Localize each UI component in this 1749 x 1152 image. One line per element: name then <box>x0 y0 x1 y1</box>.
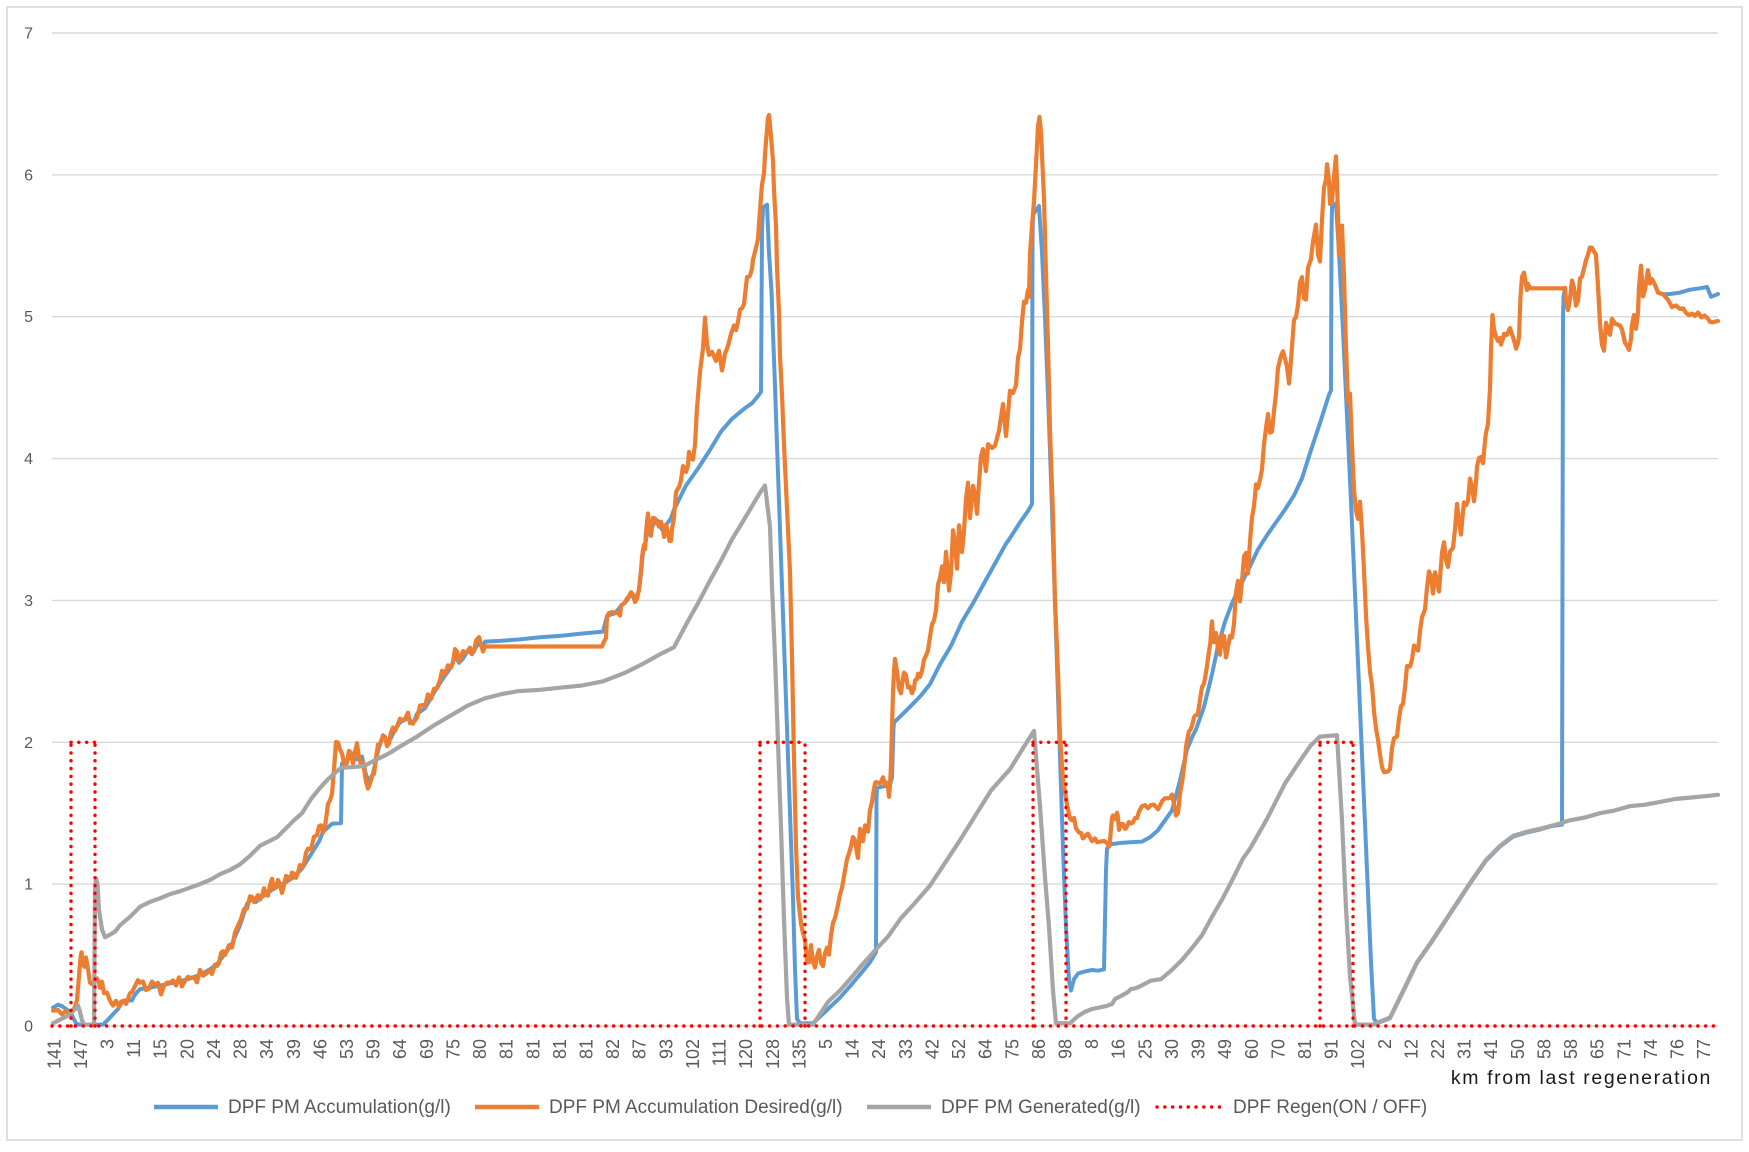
svg-text:65: 65 <box>1588 1039 1608 1059</box>
svg-text:60: 60 <box>1242 1039 1262 1059</box>
svg-text:70: 70 <box>1268 1039 1288 1059</box>
svg-text:86: 86 <box>1029 1039 1049 1059</box>
svg-text:2: 2 <box>24 735 33 752</box>
svg-text:81: 81 <box>497 1039 517 1059</box>
svg-text:8: 8 <box>1082 1039 1102 1049</box>
svg-text:28: 28 <box>231 1039 251 1059</box>
svg-text:39: 39 <box>1189 1039 1209 1059</box>
svg-text:82: 82 <box>603 1039 623 1059</box>
svg-text:77: 77 <box>1694 1039 1714 1059</box>
svg-text:30: 30 <box>1162 1039 1182 1059</box>
svg-text:128: 128 <box>763 1039 783 1069</box>
svg-text:71: 71 <box>1614 1039 1634 1059</box>
svg-text:DPF PM Accumulation(g/l): DPF PM Accumulation(g/l) <box>228 1097 451 1118</box>
svg-text:141: 141 <box>44 1039 64 1069</box>
svg-text:81: 81 <box>577 1039 597 1059</box>
svg-text:147: 147 <box>71 1039 91 1069</box>
svg-text:14: 14 <box>843 1039 863 1059</box>
svg-text:6: 6 <box>24 167 33 184</box>
svg-text:64: 64 <box>390 1039 410 1059</box>
svg-text:12: 12 <box>1401 1039 1421 1059</box>
svg-text:52: 52 <box>949 1039 969 1059</box>
svg-text:87: 87 <box>630 1039 650 1059</box>
svg-text:0: 0 <box>24 1019 33 1036</box>
svg-text:15: 15 <box>151 1039 171 1059</box>
svg-text:24: 24 <box>869 1039 889 1059</box>
svg-text:24: 24 <box>204 1039 224 1059</box>
svg-text:34: 34 <box>257 1039 277 1059</box>
svg-text:80: 80 <box>470 1039 490 1059</box>
svg-text:81: 81 <box>1295 1039 1315 1059</box>
svg-text:49: 49 <box>1215 1039 1235 1059</box>
svg-text:102: 102 <box>1348 1039 1368 1069</box>
svg-text:42: 42 <box>922 1039 942 1059</box>
svg-text:81: 81 <box>550 1039 570 1059</box>
svg-text:58: 58 <box>1535 1039 1555 1059</box>
svg-text:3: 3 <box>24 593 33 610</box>
svg-text:53: 53 <box>337 1039 357 1059</box>
svg-text:DPF PM Accumulation Desired(g/: DPF PM Accumulation Desired(g/l) <box>549 1097 843 1118</box>
svg-text:41: 41 <box>1481 1039 1501 1059</box>
svg-text:58: 58 <box>1561 1039 1581 1059</box>
svg-text:98: 98 <box>1056 1039 1076 1059</box>
svg-text:111: 111 <box>710 1039 730 1066</box>
svg-text:91: 91 <box>1322 1039 1342 1059</box>
svg-text:39: 39 <box>284 1039 304 1059</box>
svg-text:5: 5 <box>816 1039 836 1049</box>
svg-text:22: 22 <box>1428 1039 1448 1059</box>
svg-text:DPF PM Generated(g/l): DPF PM Generated(g/l) <box>941 1097 1141 1118</box>
svg-text:64: 64 <box>976 1039 996 1059</box>
svg-text:76: 76 <box>1668 1039 1688 1059</box>
svg-text:DPF Regen(ON / OFF): DPF Regen(ON / OFF) <box>1233 1097 1427 1118</box>
svg-text:7: 7 <box>24 26 33 43</box>
svg-text:km from last regeneration: km from last regeneration <box>1451 1067 1712 1089</box>
svg-text:3: 3 <box>98 1039 118 1049</box>
svg-text:93: 93 <box>656 1039 676 1059</box>
svg-text:20: 20 <box>177 1039 197 1059</box>
svg-text:2: 2 <box>1375 1039 1395 1049</box>
svg-text:25: 25 <box>1135 1039 1155 1059</box>
svg-text:74: 74 <box>1641 1039 1661 1059</box>
svg-text:16: 16 <box>1109 1039 1129 1059</box>
svg-text:120: 120 <box>736 1039 756 1069</box>
svg-text:69: 69 <box>417 1039 437 1059</box>
svg-text:46: 46 <box>310 1039 330 1059</box>
svg-text:59: 59 <box>364 1039 384 1059</box>
svg-text:31: 31 <box>1455 1039 1475 1059</box>
svg-text:1: 1 <box>24 877 33 894</box>
svg-text:135: 135 <box>789 1039 809 1069</box>
svg-text:102: 102 <box>683 1039 703 1069</box>
svg-text:4: 4 <box>24 451 33 468</box>
svg-text:11: 11 <box>124 1039 144 1058</box>
svg-text:75: 75 <box>1002 1039 1022 1059</box>
svg-text:33: 33 <box>896 1039 916 1059</box>
svg-text:81: 81 <box>523 1039 543 1059</box>
svg-text:50: 50 <box>1508 1039 1528 1059</box>
svg-text:75: 75 <box>443 1039 463 1059</box>
svg-text:5: 5 <box>24 309 33 326</box>
